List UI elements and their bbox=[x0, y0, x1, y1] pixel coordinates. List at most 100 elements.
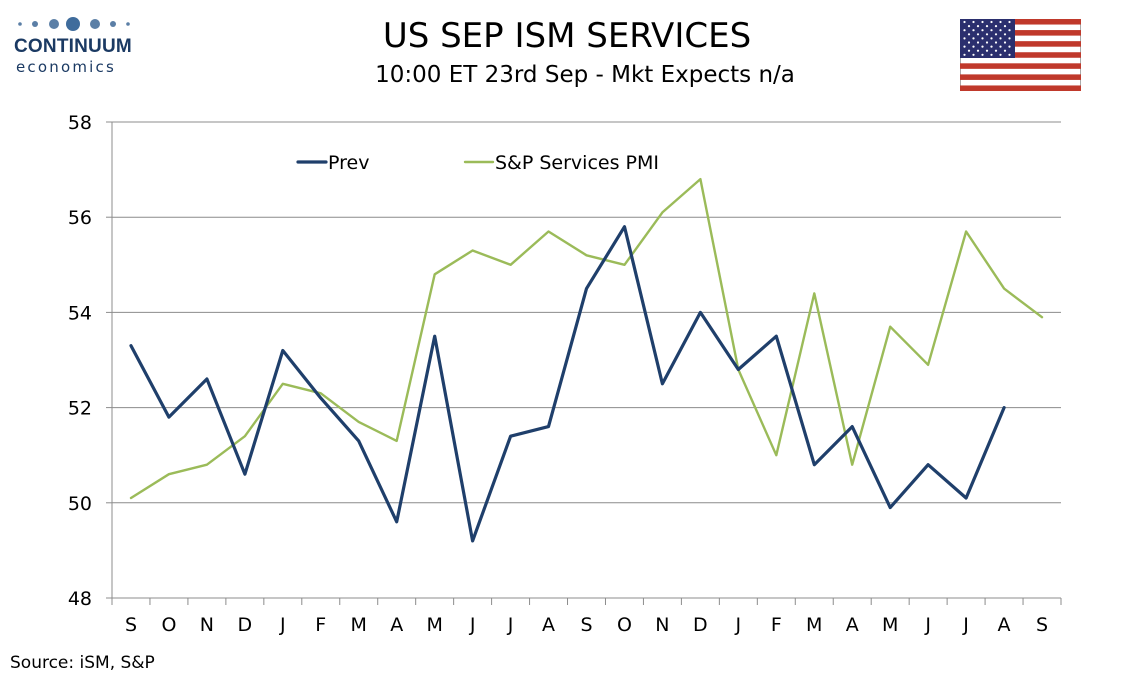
series-line-sp-services-pmi bbox=[129, 177, 1044, 500]
flag-star bbox=[990, 20, 993, 24]
flag-star bbox=[990, 53, 993, 56]
flag-star bbox=[972, 29, 975, 32]
flag-star bbox=[972, 45, 975, 48]
legend-item-sp-services-pmi: S&P Services PMI bbox=[495, 152, 659, 174]
flag-star bbox=[990, 45, 993, 48]
flag-star bbox=[999, 20, 1002, 24]
legend-item-prev: Prev bbox=[328, 152, 369, 174]
flag-star bbox=[963, 53, 966, 56]
flag-stripe bbox=[960, 74, 1081, 80]
flag-star bbox=[990, 37, 993, 40]
y-tick-label: 56 bbox=[68, 207, 92, 229]
logo-name: CONTINUUM bbox=[14, 36, 132, 57]
flag-star bbox=[972, 53, 975, 56]
flag-star bbox=[967, 33, 971, 36]
x-tick-label: N bbox=[655, 614, 669, 636]
flag-star bbox=[972, 20, 975, 24]
x-tick-label: J bbox=[279, 614, 286, 636]
flag-star bbox=[972, 37, 975, 40]
flag-stripe bbox=[960, 52, 1081, 58]
flag-star bbox=[967, 49, 971, 52]
flag-star bbox=[981, 37, 984, 40]
x-tick-label: J bbox=[469, 614, 476, 636]
flag-star bbox=[963, 20, 966, 24]
x-tick-label: S bbox=[580, 614, 592, 636]
flag-star bbox=[976, 49, 980, 52]
flag-stripe bbox=[960, 63, 1081, 69]
flag-star bbox=[967, 25, 971, 28]
flag-star bbox=[1003, 49, 1007, 52]
y-tick-label: 48 bbox=[68, 588, 92, 610]
flag-star bbox=[985, 33, 989, 36]
x-tick-label: M bbox=[426, 614, 442, 636]
x-tick-label: A bbox=[390, 614, 403, 636]
x-tick-label: F bbox=[771, 614, 782, 636]
flag-stripe bbox=[960, 30, 1081, 36]
logo-dots-icon bbox=[18, 17, 130, 31]
y-tick-label: 54 bbox=[68, 302, 92, 324]
flag-star bbox=[976, 25, 980, 28]
flag-star bbox=[985, 49, 989, 52]
flag-star bbox=[999, 53, 1002, 56]
flag-star bbox=[999, 45, 1002, 48]
flag-star bbox=[1003, 41, 1007, 44]
flag-star bbox=[999, 29, 1002, 32]
x-tick-label: M bbox=[351, 614, 367, 636]
flag-stripe bbox=[960, 41, 1081, 47]
flag-star bbox=[994, 25, 998, 28]
x-tick-label: N bbox=[200, 614, 214, 636]
flag-star bbox=[1008, 53, 1011, 56]
flag-star bbox=[1003, 33, 1007, 36]
x-tick-label: D bbox=[693, 614, 708, 636]
flag-star bbox=[994, 49, 998, 52]
y-tick-label: 50 bbox=[68, 493, 92, 515]
logo-subtitle: economics bbox=[16, 58, 116, 76]
x-tick-label: A bbox=[846, 614, 859, 636]
x-tick-label: M bbox=[882, 614, 898, 636]
flag-star bbox=[981, 20, 984, 24]
chart-title: US SEP ISM SERVICES bbox=[382, 16, 752, 56]
x-tick-label: S bbox=[125, 614, 137, 636]
flag-star bbox=[994, 41, 998, 44]
flag-stripe bbox=[960, 19, 1081, 25]
x-tick-label: S bbox=[1036, 614, 1048, 636]
flag-star bbox=[1008, 37, 1011, 40]
x-tick-label: J bbox=[962, 614, 969, 636]
series-line-prev bbox=[129, 225, 1006, 543]
flag-star bbox=[999, 37, 1002, 40]
x-tick-label: J bbox=[924, 614, 931, 636]
us-flag-icon bbox=[960, 19, 1081, 91]
chart-subtitle: 10:00 ET 23rd Sep - Mkt Expects n/a bbox=[375, 62, 795, 88]
flag-star bbox=[994, 33, 998, 36]
flag-star bbox=[990, 29, 993, 32]
flag-star bbox=[976, 33, 980, 36]
flag-star bbox=[1008, 45, 1011, 48]
x-tick-label: O bbox=[617, 614, 632, 636]
source-note: Source: iSM, S&P bbox=[10, 653, 155, 673]
x-tick-label: M bbox=[806, 614, 822, 636]
flag-star bbox=[1003, 25, 1007, 28]
x-tick-label: D bbox=[238, 614, 253, 636]
x-tick-label: J bbox=[735, 614, 742, 636]
y-tick-label: 52 bbox=[68, 398, 92, 420]
x-tick-label: J bbox=[507, 614, 514, 636]
x-tick-label: O bbox=[161, 614, 176, 636]
flag-star bbox=[963, 29, 966, 32]
flag-star bbox=[985, 41, 989, 44]
flag-star bbox=[1008, 20, 1011, 24]
flag-star bbox=[963, 45, 966, 48]
flag-stripe bbox=[960, 85, 1081, 91]
flag-star bbox=[976, 41, 980, 44]
y-tick-label: 58 bbox=[68, 112, 92, 134]
x-tick-label: F bbox=[315, 614, 326, 636]
flag-star bbox=[1008, 29, 1011, 32]
continuum-logo: CONTINUUM economics bbox=[14, 14, 144, 76]
flag-star bbox=[963, 37, 966, 40]
flag-star bbox=[981, 45, 984, 48]
flag-star bbox=[967, 41, 971, 44]
x-tick-label: A bbox=[542, 614, 555, 636]
flag-star bbox=[981, 53, 984, 56]
flag-star bbox=[985, 25, 989, 28]
flag-star bbox=[981, 29, 984, 32]
